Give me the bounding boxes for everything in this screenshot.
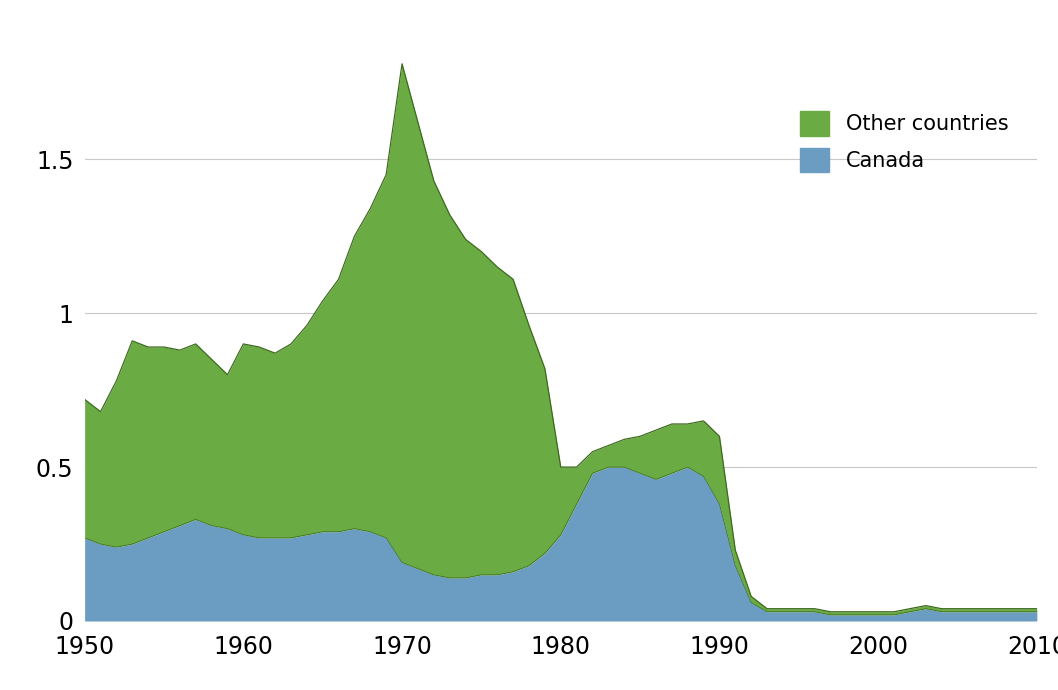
Legend: Other countries, Canada: Other countries, Canada xyxy=(791,103,1017,181)
